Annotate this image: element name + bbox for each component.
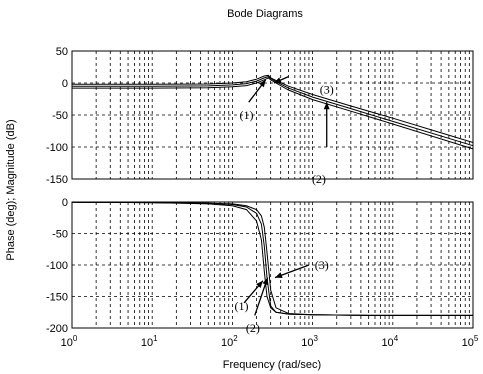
y-tick-label: -150: [46, 292, 68, 304]
arrow-head: [275, 272, 283, 278]
x-tick-label: 100: [61, 334, 78, 349]
y-tick-label: -100: [46, 260, 68, 272]
phase-y-ticks: 0 -50 -100 -150 -200: [46, 197, 68, 335]
y-tick-label: 0: [62, 197, 68, 209]
y-tick-label: -150: [46, 174, 68, 186]
phase-panel: 0-50-100-150-200 (1)(2)(3): [46, 197, 474, 335]
y-tick-label: 0: [62, 78, 68, 90]
x-tick-label: 105: [462, 334, 479, 349]
annotation-label: (2): [246, 321, 260, 335]
chart-title: Bode Diagrams: [227, 8, 303, 20]
magnitude-panel: 50 0 -50 -100 -150 (1) (2) (3): [46, 46, 474, 186]
annotation-label: (2): [312, 172, 326, 186]
magnitude-y-ticks: 50 0 -50 -100 -150: [46, 46, 68, 186]
annotation-label: (3): [315, 258, 329, 272]
y-tick-label: -200: [46, 323, 68, 335]
magnitude-frame: [71, 50, 474, 180]
arrow-head: [256, 280, 263, 288]
x-tick-label: 102: [221, 334, 238, 349]
y-tick-label: -100: [46, 142, 68, 154]
arrow-head: [262, 277, 269, 286]
magnitude-grid: [72, 51, 473, 179]
x-tick-label: 103: [301, 334, 318, 349]
y-tick-label: -50: [52, 229, 68, 241]
y-axis-label: Phase (deg); Magnitude (dB): [5, 119, 17, 260]
phase-frame: [71, 201, 474, 329]
series-line: [72, 76, 474, 147]
x-tick-label: 101: [141, 334, 158, 349]
annotation-label: (3): [320, 82, 334, 96]
arrow-head: [259, 79, 266, 88]
x-axis-label: Frequency (rad/sec): [223, 359, 321, 371]
phase-annotations: (1)(2)(3): [235, 258, 329, 335]
y-tick-label: 50: [56, 46, 68, 58]
annotation-label: (1): [240, 108, 254, 122]
phase-grid: [72, 202, 473, 328]
series-line: [72, 74, 474, 143]
x-tick-labels: 100 101 102 103 104 105: [61, 334, 479, 349]
phase-curves: [71, 201, 473, 316]
arrow-head: [274, 77, 282, 83]
series-line: [71, 201, 473, 316]
series-line: [71, 201, 473, 316]
series-line: [71, 201, 473, 316]
arrow-head: [323, 102, 330, 110]
magnitude-annotations: (1) (2) (3): [240, 76, 334, 186]
series-line: [72, 77, 474, 150]
x-tick-label: 104: [381, 334, 398, 349]
magnitude-curves: [72, 74, 474, 150]
y-tick-label: -50: [52, 110, 68, 122]
